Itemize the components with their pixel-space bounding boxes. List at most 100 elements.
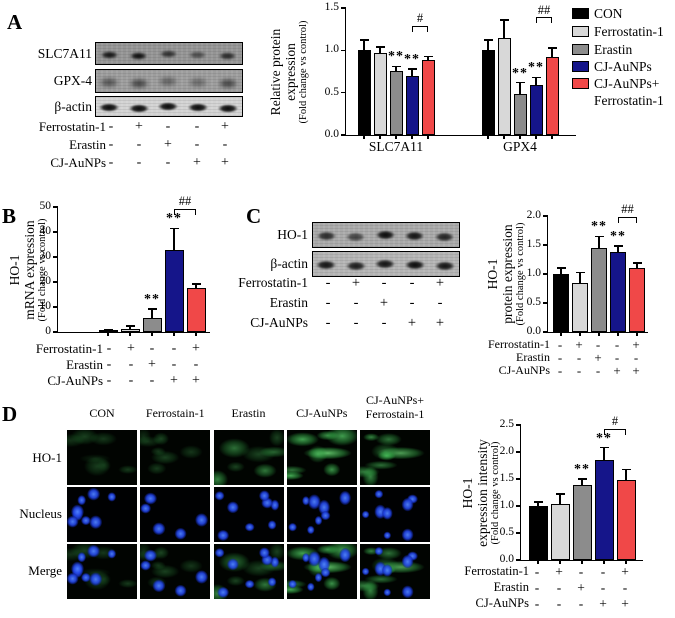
y-tick-label: 0.5 <box>499 526 514 538</box>
x-tick-mark <box>363 135 365 139</box>
micrograph-cell <box>286 486 357 542</box>
legend-label: CON <box>594 6 623 21</box>
bar-erastin <box>591 247 607 332</box>
blot-row-label: β-actin <box>270 256 308 271</box>
micrograph-row-label: Merge <box>28 563 62 578</box>
treatment-symbol: + <box>148 357 156 372</box>
y-tick-label: 1.0 <box>526 267 541 279</box>
x-tick-mark <box>173 332 175 336</box>
treatment-symbol: - <box>194 119 200 134</box>
y-tick-label: 0 <box>45 325 51 337</box>
bar-ferrostatin-1 <box>550 503 570 560</box>
significance-marker: ** <box>528 60 544 76</box>
y-tick-label: 2.5 <box>499 418 514 430</box>
bar-ferrostatin-1 <box>572 282 588 332</box>
bar-con <box>528 506 548 560</box>
error-bar <box>551 47 553 58</box>
comparison-bracket-label: ## <box>621 202 634 217</box>
bar-erastin <box>389 70 403 135</box>
y-tick-mark <box>543 273 548 275</box>
micrograph-column-header: CON <box>89 406 115 420</box>
legend-swatch-cj-aunps <box>572 61 589 72</box>
y-tick-label: 30 <box>39 250 52 262</box>
error-bar <box>617 246 619 252</box>
blot-row-label: β-actin <box>54 98 92 114</box>
significance-marker: ** <box>610 229 626 245</box>
error-bar <box>363 40 365 51</box>
blot-row-label: SLC7A11 <box>37 45 92 61</box>
treatment-symbol: + <box>351 275 361 291</box>
protein-band <box>155 74 182 88</box>
treatment-row-label: Ferrostatin-1 <box>38 119 106 134</box>
error-bar-cap <box>359 39 369 41</box>
treatment-symbol: - <box>578 596 584 611</box>
y-tick-mark <box>516 478 521 480</box>
comparison-bracket <box>618 216 637 223</box>
y-tick-mark <box>53 256 58 258</box>
treatment-symbol: - <box>222 137 228 152</box>
error-bar-cap <box>391 65 401 68</box>
error-bar <box>603 447 605 461</box>
error-bar <box>598 236 600 248</box>
treatment-symbol: - <box>578 564 584 579</box>
micrograph-cell <box>286 430 357 485</box>
bar-ferrostatin-1 <box>120 329 140 332</box>
protein-band <box>125 103 152 114</box>
protein-band <box>155 101 182 112</box>
legend-label: CJ-AuNPs+ Ferrostatin-1 <box>594 76 664 108</box>
x-tick-mark <box>487 135 489 139</box>
x-tick-mark <box>560 332 562 336</box>
error-bar-cap <box>613 245 623 247</box>
micrograph-column-header: CJ-AuNPs <box>296 406 348 420</box>
micrograph-cell <box>213 543 284 599</box>
error-bar-cap <box>407 68 417 70</box>
y-tick-mark <box>53 306 58 308</box>
legend-swatch-erastin <box>572 44 589 55</box>
y-tick-mark <box>516 424 521 426</box>
treatment-symbol: + <box>577 580 585 595</box>
x-tick-mark <box>625 560 627 564</box>
protein-band <box>342 260 369 272</box>
x-tick-mark <box>427 135 429 139</box>
bar-erastin <box>572 485 592 560</box>
y-tick-label: 0.0 <box>526 325 541 337</box>
treatment-symbol: - <box>325 315 331 331</box>
protein-band <box>343 231 369 243</box>
y-tick-mark <box>516 559 521 561</box>
panel-a-label: A <box>7 10 23 34</box>
error-bar <box>537 502 539 506</box>
legend-swatch-ferrostatin-1 <box>572 26 589 37</box>
legend-swatch-cj-aunps-ferrostatin-1 <box>572 78 589 89</box>
error-bar-cap <box>547 47 557 49</box>
chart-D-plot-area: 0.0 0.5 1.0 1.5 2.0 2.5 HO-1 expression intensi… <box>460 415 643 565</box>
treatment-symbol: - <box>576 350 582 365</box>
y-tick-mark <box>53 331 58 333</box>
treatment-symbol: + <box>621 596 629 611</box>
comparison-bracket-label: ## <box>537 2 551 17</box>
treatment-symbol: - <box>128 357 134 372</box>
bar-con <box>481 50 495 135</box>
y-tick-mark <box>543 331 548 333</box>
error-bar <box>411 68 413 76</box>
x-tick-mark <box>559 560 561 564</box>
treatment-symbol: + <box>575 337 583 352</box>
treatment-symbol: - <box>556 580 562 595</box>
significance-marker: ** <box>166 211 182 227</box>
bar-cj-aunps-ferrostatin-1 <box>616 480 636 560</box>
y-tick-mark <box>543 244 548 246</box>
bar-cj-aunps-ferrostatin-1 <box>629 268 645 332</box>
treatment-symbol: - <box>576 363 582 378</box>
error-bar <box>427 56 429 60</box>
y-axis-title-line: expression <box>283 42 299 101</box>
micrograph-row-label: HO-1 <box>32 449 62 465</box>
bar-cj-aunps-ferrostatin-1 <box>186 288 206 332</box>
legend-label: CJ-AuNPs <box>594 59 652 74</box>
bar-cj-aunps <box>405 75 419 135</box>
x-tick-mark <box>151 332 153 336</box>
treatment-symbol: - <box>108 155 114 170</box>
treatment-symbol: - <box>614 350 620 365</box>
treatment-symbol: + <box>621 564 629 579</box>
treatment-symbol: - <box>595 363 601 378</box>
treatment-symbol: - <box>381 275 387 291</box>
treatment-symbol: - <box>353 315 359 331</box>
